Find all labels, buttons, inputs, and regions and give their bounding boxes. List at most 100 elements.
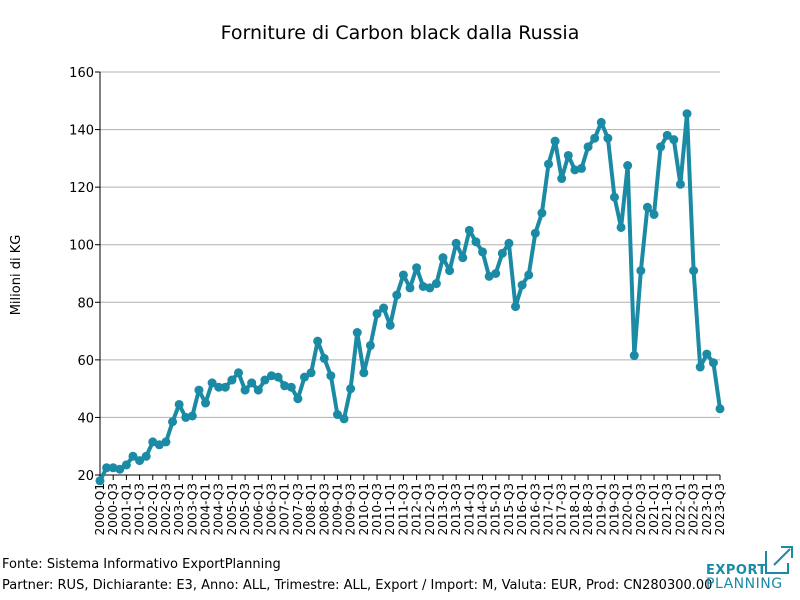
data-point (616, 222, 626, 232)
data-point (253, 385, 263, 395)
x-tick-label: 2011-Q3 (396, 483, 410, 535)
data-point (326, 371, 336, 381)
data-point (385, 320, 395, 330)
data-point (214, 382, 224, 392)
data-point (609, 192, 619, 202)
x-tick-label: 2009-Q3 (344, 483, 358, 535)
y-tick-labels: 20 40 60 80 100 120 140 160 (69, 66, 94, 484)
y-tick-label: 100 (69, 239, 94, 254)
x-tick-label: 2007-Q3 (291, 483, 305, 535)
exportplanning-logo: EXPORT PLANNING (704, 545, 796, 593)
x-tick-label: 2010-Q1 (357, 483, 371, 535)
series (95, 109, 725, 486)
data-point (313, 336, 323, 346)
x-tick-label: 2016-Q3 (528, 483, 542, 535)
data-point (115, 464, 125, 474)
data-point (471, 237, 481, 247)
data-point (128, 451, 138, 461)
data-point (260, 375, 270, 385)
data-point (675, 179, 685, 189)
data-point (623, 161, 633, 171)
y-axis-label: Milioni di KG (9, 235, 24, 316)
y-tick-label: 40 (77, 411, 94, 426)
y-tick-label: 20 (77, 469, 94, 484)
data-point (497, 248, 507, 258)
data-point (491, 269, 501, 278)
data-point (141, 451, 151, 461)
data-point (702, 349, 712, 359)
axes (95, 71, 721, 480)
x-tick-label: 2014-Q1 (462, 483, 476, 535)
x-tick-label: 2023-Q3 (713, 483, 727, 535)
data-point (464, 225, 474, 235)
x-tick-label: 2005-Q3 (238, 483, 252, 535)
data-point (161, 437, 171, 447)
data-point (636, 266, 646, 276)
data-point (168, 417, 178, 427)
data-point (365, 340, 375, 350)
x-tick-label: 2021-Q1 (647, 483, 661, 535)
data-point (517, 280, 527, 290)
data-point (273, 372, 283, 382)
data-point (247, 378, 257, 388)
data-point (576, 163, 586, 173)
data-point (227, 375, 237, 385)
data-point (346, 384, 356, 394)
data-point (530, 228, 540, 238)
x-tick-label: 2017-Q1 (542, 483, 556, 535)
data-point (596, 117, 606, 127)
data-point (603, 133, 613, 143)
x-tick-label: 2020-Q3 (634, 483, 648, 535)
y-tick-label: 80 (77, 296, 94, 311)
x-tick-label: 2021-Q3 (660, 483, 674, 535)
x-tick-label: 2007-Q1 (278, 483, 292, 535)
data-point (379, 303, 389, 313)
x-tick-label: 2015-Q1 (489, 483, 503, 535)
x-tick-label: 2004-Q1 (199, 483, 213, 535)
y-tick-label: 60 (77, 354, 94, 369)
x-tick-label: 2022-Q1 (673, 483, 687, 535)
x-tick-label: 2001-Q3 (133, 483, 147, 535)
y-tick-label: 160 (69, 66, 94, 81)
data-point (458, 253, 468, 263)
data-point (135, 456, 145, 466)
data-point (425, 283, 435, 293)
x-tick-label: 2012-Q1 (410, 483, 424, 535)
data-point (669, 135, 679, 145)
data-point (511, 302, 521, 312)
logo-word-planning: PLANNING (706, 576, 783, 592)
data-point (682, 109, 692, 119)
data-point (689, 266, 699, 276)
chart-title: Forniture di Carbon black dalla Russia (220, 22, 580, 44)
data-point (642, 202, 652, 212)
data-point (234, 368, 244, 378)
partner-note: Partner: RUS, Dichiarante: E3, Anno: ALL… (2, 578, 713, 593)
data-point (662, 130, 672, 140)
data-point (438, 253, 448, 263)
data-point (174, 399, 184, 409)
x-tick-label: 2015-Q3 (502, 483, 516, 535)
x-tick-label: 2014-Q3 (476, 483, 490, 535)
x-tick-label: 2020-Q1 (621, 483, 635, 535)
data-point (339, 414, 349, 424)
x-tick-label: 2018-Q3 (581, 483, 595, 535)
x-tick-label: 2001-Q1 (119, 483, 133, 535)
data-point (708, 358, 718, 368)
data-point (629, 351, 639, 361)
x-tick-label: 2008-Q3 (317, 483, 331, 535)
data-point (102, 463, 112, 473)
data-point (95, 476, 105, 486)
data-point (412, 263, 422, 273)
logo-word-export: EXPORT (706, 563, 767, 578)
x-tick-label: 2017-Q3 (555, 483, 569, 535)
x-tick-label: 2023-Q1 (700, 483, 714, 535)
data-point (201, 398, 211, 408)
x-tick-label: 2012-Q3 (423, 483, 437, 535)
data-point (563, 150, 573, 160)
x-tick-label: 2013-Q3 (449, 483, 463, 535)
data-point (392, 290, 402, 300)
x-tick-label: 2000-Q1 (93, 483, 107, 535)
data-point (656, 142, 666, 152)
data-point (524, 270, 534, 280)
